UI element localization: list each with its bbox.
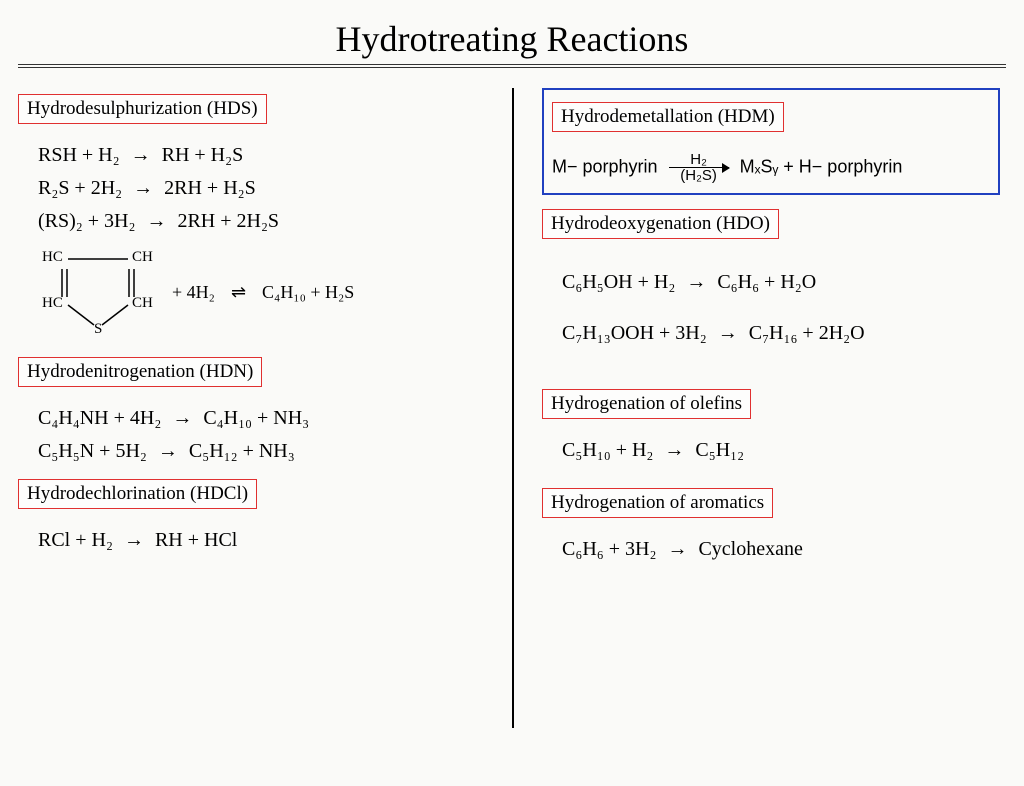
hdo-label: Hydrodeoxygenation (HDO) <box>542 209 779 239</box>
hdo-eq1: C₆H₅OH + H₂ C₆H₆ + H₂O <box>562 271 1006 294</box>
title-underline <box>18 64 1006 68</box>
hdn-eq1: C₄H₄NH + 4H₂ C₄H₁₀ + NH₃ <box>38 407 512 430</box>
hdn-label: Hydrodenitrogenation (HDN) <box>18 357 262 387</box>
olefins-eq1-lhs: C₅H₁₀ + H₂ <box>562 439 653 461</box>
hdn-eq1-rhs: C₄H₁₀ + NH₃ <box>203 407 309 429</box>
hds-eq2-lhs: R₂S + 2H₂ <box>38 177 122 199</box>
arrow-icon <box>172 407 192 430</box>
right-column: Hydrodemetallation (HDM) M− porphyrin H₂… <box>512 88 1006 571</box>
slide-title: Hydrotreating Reactions <box>0 18 1024 60</box>
hdcl-eq1: RCl + H₂ RH + HCl <box>38 529 512 552</box>
hdcl-eq1-lhs: RCl + H₂ <box>38 529 113 551</box>
arrow-icon <box>131 144 151 167</box>
thio-rhs: C₄H₁₀ + H₂S <box>262 282 354 303</box>
aromatics-eq1-lhs: C₆H₆ + 3H₂ <box>562 538 656 560</box>
left-column: Hydrodesulphurization (HDS) RSH + H₂ RH … <box>18 88 512 571</box>
hdo-eq1-rhs: C₆H₆ + H₂O <box>717 271 816 293</box>
hds-eq1-rhs: RH + H₂S <box>162 144 244 166</box>
hdn-eq2-rhs: C₅H₁₂ + NH₃ <box>189 440 295 462</box>
arrow-icon <box>718 322 738 345</box>
hdm-label: Hydrodemetallation (HDM) <box>552 102 784 132</box>
hds-eq3-rhs: 2RH + 2H₂S <box>177 210 279 232</box>
hdm-reactant: M− porphyrin <box>552 156 658 176</box>
thio-tr: CH <box>132 249 153 266</box>
hds-eq2: R₂S + 2H₂ 2RH + H₂S <box>38 177 512 200</box>
hdo-eq2-rhs: C₇H₁₆ + 2H₂O <box>749 322 865 344</box>
thio-mr: CH <box>132 295 153 312</box>
hdn-eq1-lhs: C₄H₄NH + 4H₂ <box>38 407 161 429</box>
hdm-product: MₓSᵧ + H− porphyrin <box>740 156 903 176</box>
aromatics-label: Hydrogenation of aromatics <box>542 488 773 518</box>
aromatics-eq1: C₆H₆ + 3H₂ Cyclohexane <box>562 538 1006 561</box>
arrow-icon <box>158 440 178 463</box>
hdcl-label: Hydrodechlorination (HDCl) <box>18 479 257 509</box>
hdm-arrow-top: H₂ <box>669 152 729 167</box>
hds-eq1: RSH + H₂ RH + H₂S <box>38 144 512 167</box>
thio-plus: + 4H₂ <box>172 282 215 303</box>
hdn-eq2: C₅H₅N + 5H₂ C₅H₁₂ + NH₃ <box>38 440 512 463</box>
thio-ml: HC <box>42 295 63 312</box>
equilibrium-arrow-icon <box>231 282 246 303</box>
olefins-eq1-rhs: C₅H₁₂ <box>695 439 744 461</box>
arrow-icon <box>664 439 684 462</box>
arrow-icon <box>146 210 166 233</box>
hds-eq3-lhs: (RS)₂ + 3H₂ <box>38 210 135 232</box>
hds-eq1-lhs: RSH + H₂ <box>38 144 120 166</box>
hds-label: Hydrodesulphurization (HDS) <box>18 94 267 124</box>
reaction-arrow-icon: H₂ (H₂S) <box>669 152 729 183</box>
olefins-eq1: C₅H₁₀ + H₂ C₅H₁₂ <box>562 439 1006 462</box>
thio-tl: HC <box>42 249 63 266</box>
arrow-icon <box>667 538 687 561</box>
hdcl-eq1-rhs: RH + HCl <box>155 529 237 551</box>
hdm-arrow-bottom: (H₂S) <box>669 168 729 183</box>
hdm-box: Hydrodemetallation (HDM) M− porphyrin H₂… <box>542 88 1000 195</box>
aromatics-eq1-rhs: Cyclohexane <box>698 538 802 560</box>
arrow-icon <box>133 177 153 200</box>
arrow-icon <box>686 271 706 294</box>
hds-eq2-rhs: 2RH + H₂S <box>164 177 256 199</box>
arrow-icon <box>124 529 144 552</box>
content-columns: Hydrodesulphurization (HDS) RSH + H₂ RH … <box>0 88 1024 571</box>
thiophene-structure: HC CH HC CH S <box>38 247 158 337</box>
hdo-eq1-lhs: C₆H₅OH + H₂ <box>562 271 675 293</box>
hdn-eq2-lhs: C₅H₅N + 5H₂ <box>38 440 147 462</box>
hds-thiophene-eq: HC CH HC CH S + 4H₂ C₄H₁₀ + H₂S <box>38 247 512 337</box>
thio-s: S <box>94 321 102 338</box>
olefins-label: Hydrogenation of olefins <box>542 389 751 419</box>
hdo-eq2-lhs: C₇H₁₃OOH + 3H₂ <box>562 322 707 344</box>
hdo-eq2: C₇H₁₃OOH + 3H₂ C₇H₁₆ + 2H₂O <box>562 322 1006 345</box>
hds-eq3: (RS)₂ + 3H₂ 2RH + 2H₂S <box>38 210 512 233</box>
